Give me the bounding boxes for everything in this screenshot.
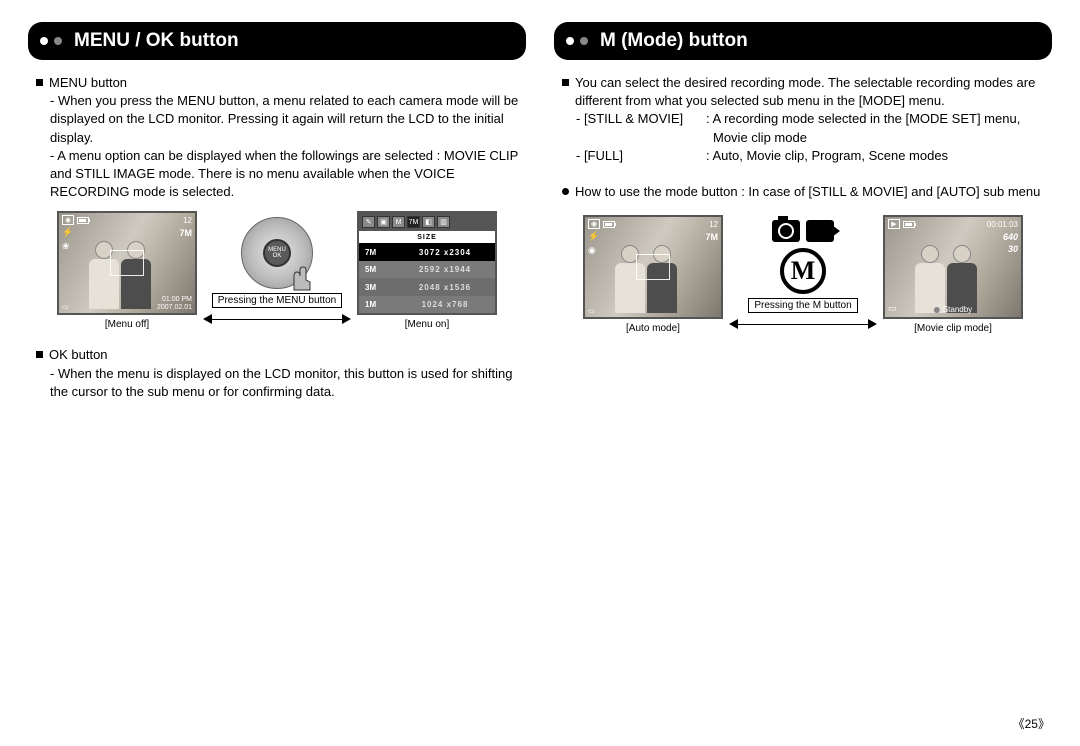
left-body: MENU button - When you press the MENU bu… <box>28 74 526 201</box>
left-figure-row: ◉ 12 7M ⚡ ❀ ▭ 01:00 PM 2007.02.01 [Menu … <box>28 211 526 330</box>
menu-row: 3M2048 x1536 <box>359 278 495 296</box>
pressing-menu-label: Pressing the MENU button <box>212 293 342 308</box>
camera-icon: ◉ <box>588 219 600 229</box>
finger-press-icon <box>286 262 316 292</box>
macro-icon: ❀ <box>62 241 70 252</box>
memory-icon: ▭ <box>62 303 69 311</box>
menu-tab: ▥ <box>437 216 450 228</box>
menu-tab: ▣ <box>377 216 390 228</box>
right-body: You can select the desired recording mod… <box>554 74 1052 201</box>
mode1-val-line2: Movie clip mode <box>706 129 1052 147</box>
menu-row: 7M3072 x2304 <box>359 243 495 261</box>
menu-row: 5M2592 x1944 <box>359 261 495 279</box>
m-button-graphic: M <box>772 220 834 294</box>
menu-row: 1M1024 x768 <box>359 296 495 314</box>
nav-pad: MENU OK <box>241 217 313 289</box>
menu-off-caption: [Menu off] <box>105 319 149 330</box>
lcd-date: 2007.02.01 <box>157 304 192 312</box>
standby-indicator: Standby <box>934 305 972 314</box>
left-column: MENU / OK button MENU button - When you … <box>28 22 526 401</box>
battery-icon <box>77 217 89 224</box>
ok-section: OK button - When the menu is displayed o… <box>28 346 526 401</box>
mode-intro: You can select the desired recording mod… <box>575 74 1052 110</box>
lcd-menu-off: ◉ 12 7M ⚡ ❀ ▭ 01:00 PM 2007.02.01 <box>57 211 197 315</box>
mode2-key: - [FULL] <box>576 147 706 165</box>
battery-icon <box>603 221 615 228</box>
res-badge: 640 <box>1003 232 1018 242</box>
ok-button-title: OK button <box>49 346 108 364</box>
right-heading: M (Mode) button <box>554 22 1052 60</box>
shot-count: 12 <box>709 220 718 229</box>
fps-badge: 30 <box>1008 244 1018 254</box>
m-circle-icon: M <box>780 248 826 294</box>
menu-tab: ✎ <box>362 216 375 228</box>
bidirectional-arrow <box>729 319 877 329</box>
left-heading: MENU / OK button <box>28 22 526 60</box>
mode1-val: : A recording mode selected in the [MODE… <box>706 110 1052 128</box>
pressing-m-label: Pressing the M button <box>748 298 857 313</box>
howto-text: How to use the mode button : In case of … <box>575 183 1040 201</box>
menu-body-1: - When you press the MENU button, a menu… <box>36 92 526 147</box>
menu-tabs: ✎ ▣ M 7M ◧ ▥ <box>359 213 495 231</box>
menu-tab-selected: 7M <box>407 216 420 228</box>
right-figure-row: ◉ 12 7M ⚡ ◉ ▭ [Auto mode] M <box>554 215 1052 334</box>
lcd-menu-on: ✎ ▣ M 7M ◧ ▥ SIZE 7M3072 x2304 5M2592 x1… <box>357 211 497 315</box>
menu-tab: M <box>392 216 405 228</box>
auto-mode-caption: [Auto mode] <box>626 323 680 334</box>
size-badge: 7M <box>705 232 718 242</box>
menu-tab: ◧ <box>422 216 435 228</box>
bidirectional-arrow <box>203 314 351 324</box>
video-camera-icon <box>806 220 834 242</box>
lcd-time: 01:00 PM <box>157 296 192 304</box>
lcd-movie-mode: ▶ 00:01:03 640 30 Standby ▭ <box>883 215 1023 319</box>
menu-button-title: MENU button <box>49 74 127 92</box>
shot-count: 12 <box>183 216 192 225</box>
movie-mode-caption: [Movie clip mode] <box>914 323 992 334</box>
redeye-icon: ◉ <box>588 245 596 256</box>
page-number: 《25》 <box>1013 715 1050 732</box>
ok-body: - When the menu is displayed on the LCD … <box>36 365 526 401</box>
menu-title: SIZE <box>359 231 495 243</box>
flash-icon: ⚡ <box>588 231 599 242</box>
memory-icon: ▭ <box>588 307 595 315</box>
right-column: M (Mode) button You can select the desir… <box>554 22 1052 401</box>
flash-icon: ⚡ <box>62 227 73 238</box>
menu-body-2: - A menu option can be displayed when th… <box>36 147 526 202</box>
camera-icon: ◉ <box>62 215 74 225</box>
size-badge: 7M <box>179 228 192 238</box>
still-camera-icon <box>772 220 800 242</box>
rec-timer: 00:01:03 <box>987 220 1018 229</box>
lcd-auto-mode: ◉ 12 7M ⚡ ◉ ▭ <box>583 215 723 319</box>
mode2-val: : Auto, Movie clip, Program, Scene modes <box>706 147 1052 165</box>
mode1-key: - [STILL & MOVIE] <box>576 110 706 128</box>
menu-on-caption: [Menu on] <box>405 319 449 330</box>
memory-icon: ▭ <box>888 303 897 314</box>
video-mode-icon: ▶ <box>888 219 900 229</box>
battery-icon <box>903 221 915 228</box>
